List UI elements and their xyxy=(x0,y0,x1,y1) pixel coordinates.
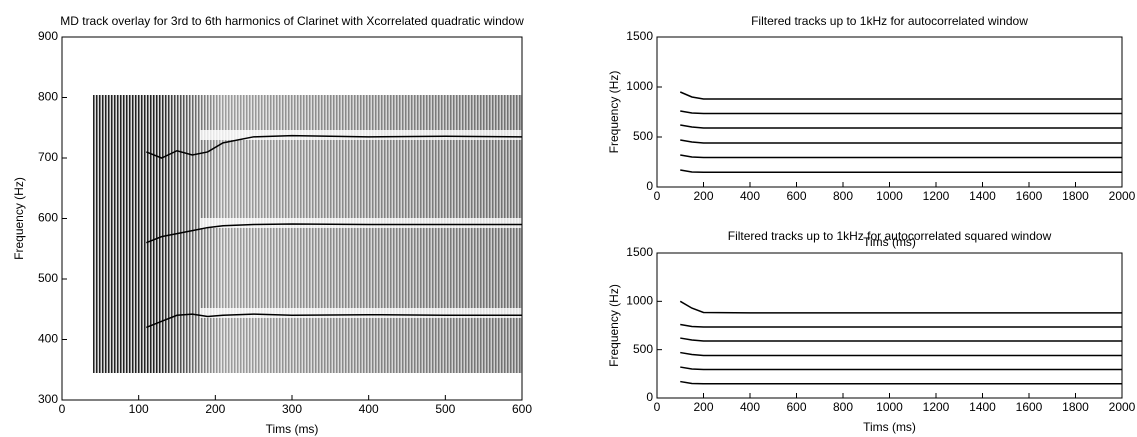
y-tick-label: 800 xyxy=(38,90,58,104)
x-tick-label: 2000 xyxy=(1109,189,1136,203)
track-line xyxy=(679,300,1122,314)
x-tick-label: 300 xyxy=(282,402,302,416)
x-tick-label: 1400 xyxy=(969,400,996,414)
track-line xyxy=(679,91,1122,100)
y-tick-label: 500 xyxy=(633,129,653,143)
x-axis-label: Tims (ms) xyxy=(863,235,916,249)
chart-title: Filtered tracks up to 1kHz for autocorre… xyxy=(751,14,1028,28)
track-line xyxy=(146,134,523,159)
track-line xyxy=(680,366,1122,371)
chart-title: Filtered tracks up to 1kHz for autocorre… xyxy=(728,229,1052,243)
track-line xyxy=(680,124,1122,129)
y-tick-label: 500 xyxy=(38,271,58,285)
track-line xyxy=(680,337,1122,342)
chart-title: MD track overlay for 3rd to 6th harmonic… xyxy=(60,14,524,28)
track-line xyxy=(146,313,522,329)
x-tick-label: 100 xyxy=(129,402,149,416)
x-axis-label: Tims (ms) xyxy=(266,422,319,436)
track-line xyxy=(680,323,1122,328)
x-tick-label: 1000 xyxy=(876,400,903,414)
x-tick-label: 600 xyxy=(786,189,806,203)
x-tick-label: 1800 xyxy=(1062,189,1089,203)
x-tick-label: 1600 xyxy=(1016,400,1043,414)
x-tick-label: 1200 xyxy=(923,189,950,203)
x-tick-label: 400 xyxy=(740,189,760,203)
x-tick-label: 0 xyxy=(59,402,66,416)
x-tick-label: 1000 xyxy=(876,189,903,203)
x-tick-label: 200 xyxy=(205,402,225,416)
x-tick-label: 500 xyxy=(435,402,455,416)
y-axis-label: Frequency (Hz) xyxy=(607,284,621,367)
track-line xyxy=(680,110,1122,115)
x-tick-label: 2000 xyxy=(1109,400,1136,414)
y-tick-label: 0 xyxy=(646,390,653,404)
x-tick-label: 400 xyxy=(740,400,760,414)
y-tick-label: 700 xyxy=(38,150,58,164)
y-tick-label: 1000 xyxy=(626,79,653,93)
y-tick-label: 300 xyxy=(38,392,58,406)
x-tick-label: 800 xyxy=(833,189,853,203)
y-tick-label: 600 xyxy=(38,211,58,225)
y-tick-label: 400 xyxy=(38,332,58,346)
x-tick-label: 1400 xyxy=(969,189,996,203)
y-tick-label: 1500 xyxy=(626,245,653,259)
x-tick-label: 1600 xyxy=(1016,189,1043,203)
track-line xyxy=(680,139,1122,144)
x-tick-label: 0 xyxy=(654,189,661,203)
track-line xyxy=(680,351,1122,357)
y-axis-label: Frequency (Hz) xyxy=(12,177,26,260)
x-tick-label: 1200 xyxy=(923,400,950,414)
x-tick-label: 200 xyxy=(693,400,713,414)
y-axis-label: Frequency (Hz) xyxy=(607,71,621,154)
x-axis-label: Tims (ms) xyxy=(863,420,916,434)
x-tick-label: 600 xyxy=(512,402,532,416)
y-tick-label: 0 xyxy=(646,179,653,193)
x-tick-label: 800 xyxy=(833,400,853,414)
track-line xyxy=(680,154,1122,159)
x-tick-label: 600 xyxy=(786,400,806,414)
axes-box xyxy=(656,36,1123,188)
x-tick-label: 200 xyxy=(693,189,713,203)
track-line xyxy=(680,169,1122,174)
track-line xyxy=(680,380,1122,385)
x-tick-label: 400 xyxy=(359,402,379,416)
track-line xyxy=(146,223,522,244)
axes-box xyxy=(656,252,1123,399)
y-tick-label: 500 xyxy=(633,342,653,356)
y-tick-label: 1500 xyxy=(626,29,653,43)
y-tick-label: 900 xyxy=(38,29,58,43)
x-tick-label: 1800 xyxy=(1062,400,1089,414)
y-tick-label: 1000 xyxy=(626,294,653,308)
spectrogram xyxy=(93,95,522,373)
x-tick-label: 0 xyxy=(654,400,661,414)
